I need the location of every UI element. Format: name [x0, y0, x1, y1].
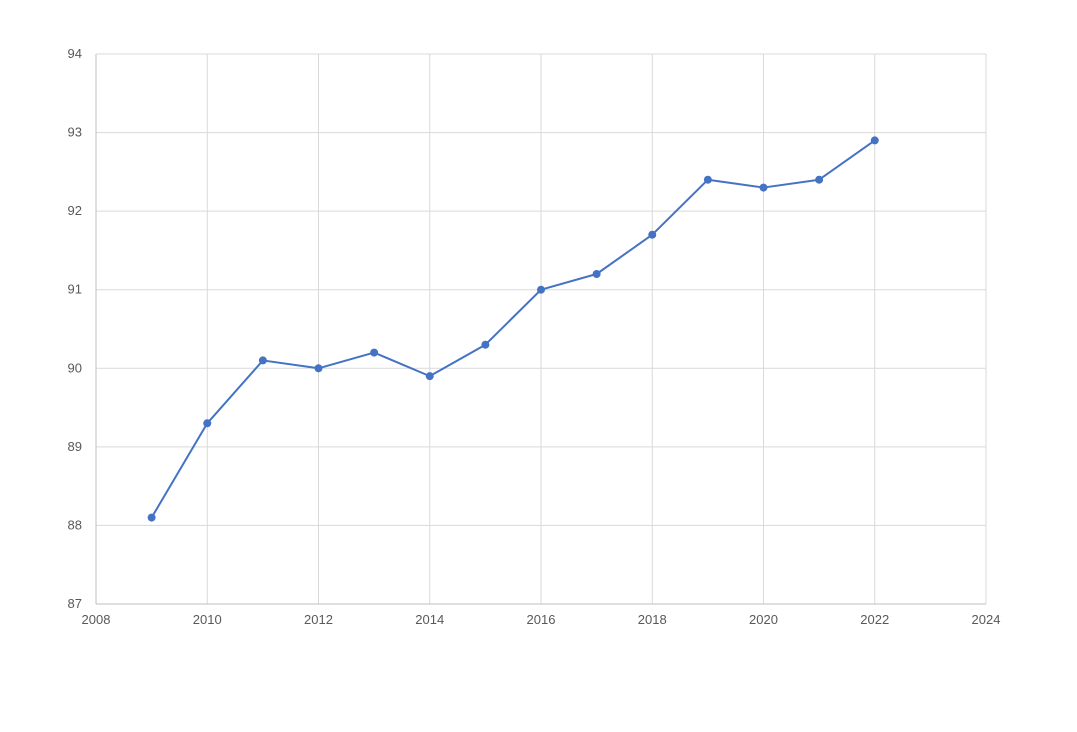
data-point: [481, 340, 490, 349]
x-tick-label: 2014: [415, 612, 444, 627]
data-point: [648, 230, 657, 239]
x-tick-label: 2008: [82, 612, 111, 627]
data-point: [314, 364, 323, 373]
data-point: [147, 513, 156, 522]
x-axis-tick-labels: 2008 2010 2012 2014 2016 2018 2020 2022 2024: [82, 612, 1001, 627]
y-tick-label: 88: [68, 517, 82, 532]
data-point: [370, 348, 379, 357]
data-point: [870, 136, 879, 145]
data-point: [258, 356, 267, 365]
series-line: [150, 139, 876, 519]
x-tick-label: 2020: [749, 612, 778, 627]
x-tick-label: 2016: [527, 612, 556, 627]
data-point: [592, 270, 601, 278]
data-series: [147, 136, 879, 522]
x-tick-label: 2024: [972, 612, 1001, 627]
y-tick-label: 89: [68, 439, 82, 454]
x-tick-label: 2012: [304, 612, 333, 627]
data-point: [759, 183, 768, 192]
data-point: [537, 285, 545, 294]
x-tick-label: 2022: [860, 612, 889, 627]
grid-lines: [95, 53, 987, 605]
x-tick-label: 2010: [193, 612, 222, 627]
y-tick-label: 92: [68, 203, 82, 218]
y-axis-tick-labels: 87 88 89 90 91 92 93 94: [68, 46, 82, 611]
data-point: [425, 372, 434, 381]
y-tick-label: 90: [68, 360, 82, 375]
x-tick-label: 2018: [638, 612, 667, 627]
axes: [95, 54, 986, 605]
y-tick-label: 93: [68, 125, 82, 140]
data-point: [815, 175, 824, 184]
y-tick-label: 94: [68, 46, 82, 61]
data-point: [203, 419, 212, 428]
data-point: [703, 175, 712, 184]
y-tick-label: 91: [68, 282, 82, 297]
y-tick-label: 87: [68, 596, 82, 611]
